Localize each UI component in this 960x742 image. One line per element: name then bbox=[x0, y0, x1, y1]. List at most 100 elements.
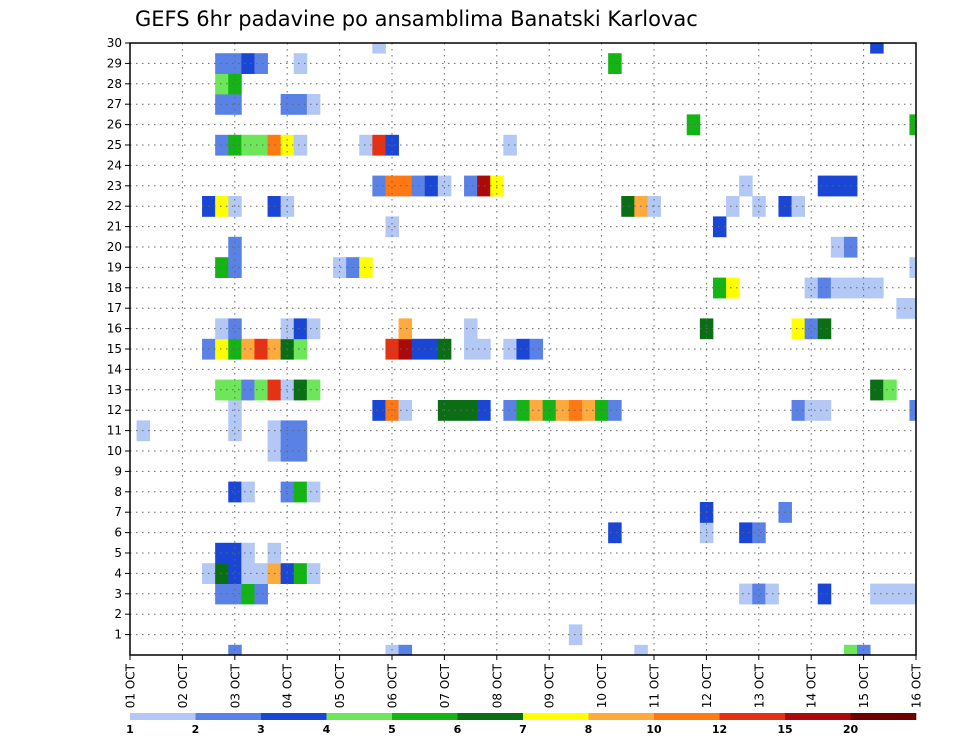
heat-cell-182 bbox=[608, 53, 622, 74]
y-tick-label-17: 17 bbox=[107, 301, 122, 315]
heat-cell-54 bbox=[398, 400, 413, 421]
x-tick-label-15: 16 OCT bbox=[910, 663, 924, 708]
heat-cell-14 bbox=[817, 583, 832, 605]
heat-cell-181 bbox=[293, 53, 308, 74]
x-tick-label-6: 07 OCT bbox=[438, 663, 452, 708]
heat-cell-177 bbox=[215, 53, 229, 74]
heat-cell-61 bbox=[529, 400, 544, 421]
x-tick-label-14: 15 OCT bbox=[857, 663, 871, 708]
heat-cell-155 bbox=[830, 175, 845, 197]
heat-cell-86 bbox=[254, 338, 268, 360]
colorbar-label-4: 4 bbox=[323, 723, 331, 736]
heat-cell-168 bbox=[686, 114, 701, 136]
heat-cell-130 bbox=[385, 216, 399, 238]
heat-cell-81 bbox=[883, 379, 897, 401]
y-tick-label-22: 22 bbox=[107, 199, 122, 213]
colorbar-label-6: 6 bbox=[454, 723, 462, 736]
colorbar-label-2: 2 bbox=[192, 723, 200, 736]
y-tick-label-8: 8 bbox=[114, 485, 122, 499]
heat-cell-110 bbox=[817, 318, 832, 340]
heat-cell-117 bbox=[830, 277, 845, 299]
y-tick-label-23: 23 bbox=[107, 179, 122, 193]
heat-cell-11 bbox=[739, 583, 753, 605]
heat-cell-83 bbox=[215, 338, 229, 360]
heat-cell-115 bbox=[804, 277, 819, 299]
x-axis: 01 OCT 02 OCT 03 OCT 04 OCT 05 OCT 06 OCT 07 O… bbox=[124, 655, 924, 708]
colorbar-label-1: 1 bbox=[126, 723, 134, 736]
heat-cell-80 bbox=[870, 379, 884, 401]
heat-cell-164 bbox=[359, 134, 373, 156]
colorbar-swatch-8 bbox=[588, 713, 655, 720]
heat-cell-159 bbox=[241, 134, 255, 156]
heat-cell-52 bbox=[372, 400, 386, 421]
heat-cell-96 bbox=[477, 338, 491, 360]
heat-cell-144 bbox=[372, 175, 386, 197]
heat-cell-122 bbox=[228, 257, 242, 278]
heat-cell-170 bbox=[215, 94, 229, 115]
heat-cell-85 bbox=[241, 338, 255, 360]
x-tick-label-5: 06 OCT bbox=[386, 663, 400, 708]
heat-cell-42 bbox=[306, 481, 321, 503]
heat-cell-79 bbox=[306, 379, 321, 401]
y-tick-label-2: 2 bbox=[114, 607, 122, 621]
heat-cell-169 bbox=[909, 114, 917, 136]
heat-cell-113 bbox=[712, 277, 727, 299]
heat-cell-60 bbox=[516, 400, 530, 421]
heat-cell-106 bbox=[464, 318, 478, 340]
y-tick-label-26: 26 bbox=[107, 118, 122, 132]
heat-cell-22 bbox=[241, 563, 255, 584]
heat-cell-89 bbox=[293, 338, 308, 360]
y-tick-label-27: 27 bbox=[107, 97, 122, 111]
x-tick-label-7: 08 OCT bbox=[490, 663, 504, 708]
heat-cell-38 bbox=[228, 481, 242, 503]
x-tick-label-10: 11 OCT bbox=[648, 663, 662, 708]
heat-cell-26 bbox=[293, 563, 308, 584]
y-tick-label-4: 4 bbox=[114, 566, 122, 580]
cells-layer bbox=[136, 43, 917, 656]
heat-cell-180 bbox=[254, 53, 268, 74]
heat-cell-154 bbox=[817, 175, 832, 197]
heat-cell-97 bbox=[503, 338, 517, 360]
heat-cell-103 bbox=[293, 318, 308, 340]
heat-cell-121 bbox=[215, 257, 229, 278]
heat-cell-163 bbox=[293, 134, 308, 156]
colorbar-label-7: 7 bbox=[519, 723, 527, 736]
heat-cell-17 bbox=[896, 583, 910, 605]
y-tick-label-19: 19 bbox=[107, 260, 122, 274]
x-tick-label-4: 05 OCT bbox=[333, 663, 347, 708]
y-tick-label-12: 12 bbox=[107, 403, 122, 417]
heat-cell-7 bbox=[215, 583, 229, 605]
heat-cell-34 bbox=[739, 522, 753, 544]
heat-cell-183 bbox=[372, 43, 386, 54]
heat-cell-111 bbox=[896, 298, 910, 319]
heat-cell-119 bbox=[857, 277, 871, 299]
heat-cell-176 bbox=[228, 73, 242, 95]
y-tick-label-1: 1 bbox=[114, 628, 122, 642]
heat-cell-126 bbox=[909, 257, 917, 278]
heat-cell-99 bbox=[529, 338, 544, 360]
heat-cell-18 bbox=[909, 583, 917, 605]
heat-cell-100 bbox=[215, 318, 229, 340]
heat-cell-6 bbox=[568, 624, 583, 646]
x-tick-label-8: 09 OCT bbox=[543, 663, 557, 708]
heat-cell-160 bbox=[254, 134, 268, 156]
heat-cell-120 bbox=[870, 277, 884, 299]
x-tick-label-11: 12 OCT bbox=[700, 663, 714, 708]
colorbar-swatch-10 bbox=[719, 713, 786, 720]
plot-frame bbox=[129, 42, 917, 656]
colorbar-swatch-1 bbox=[130, 713, 196, 720]
heat-cell-116 bbox=[817, 277, 832, 299]
colorbar-label-5: 5 bbox=[388, 723, 396, 736]
colorbar-label-9: 10 bbox=[646, 723, 662, 736]
heat-cell-8 bbox=[228, 583, 242, 605]
y-tick-label-24: 24 bbox=[107, 158, 122, 172]
heat-cell-157 bbox=[215, 134, 229, 156]
y-tick-label-3: 3 bbox=[114, 587, 122, 601]
colorbar-label-3: 3 bbox=[257, 723, 265, 736]
y-tick-label-20: 20 bbox=[107, 240, 122, 254]
heat-cell-20 bbox=[215, 563, 229, 584]
x-tick-label-2: 03 OCT bbox=[228, 663, 242, 708]
heat-cell-146 bbox=[398, 175, 413, 197]
